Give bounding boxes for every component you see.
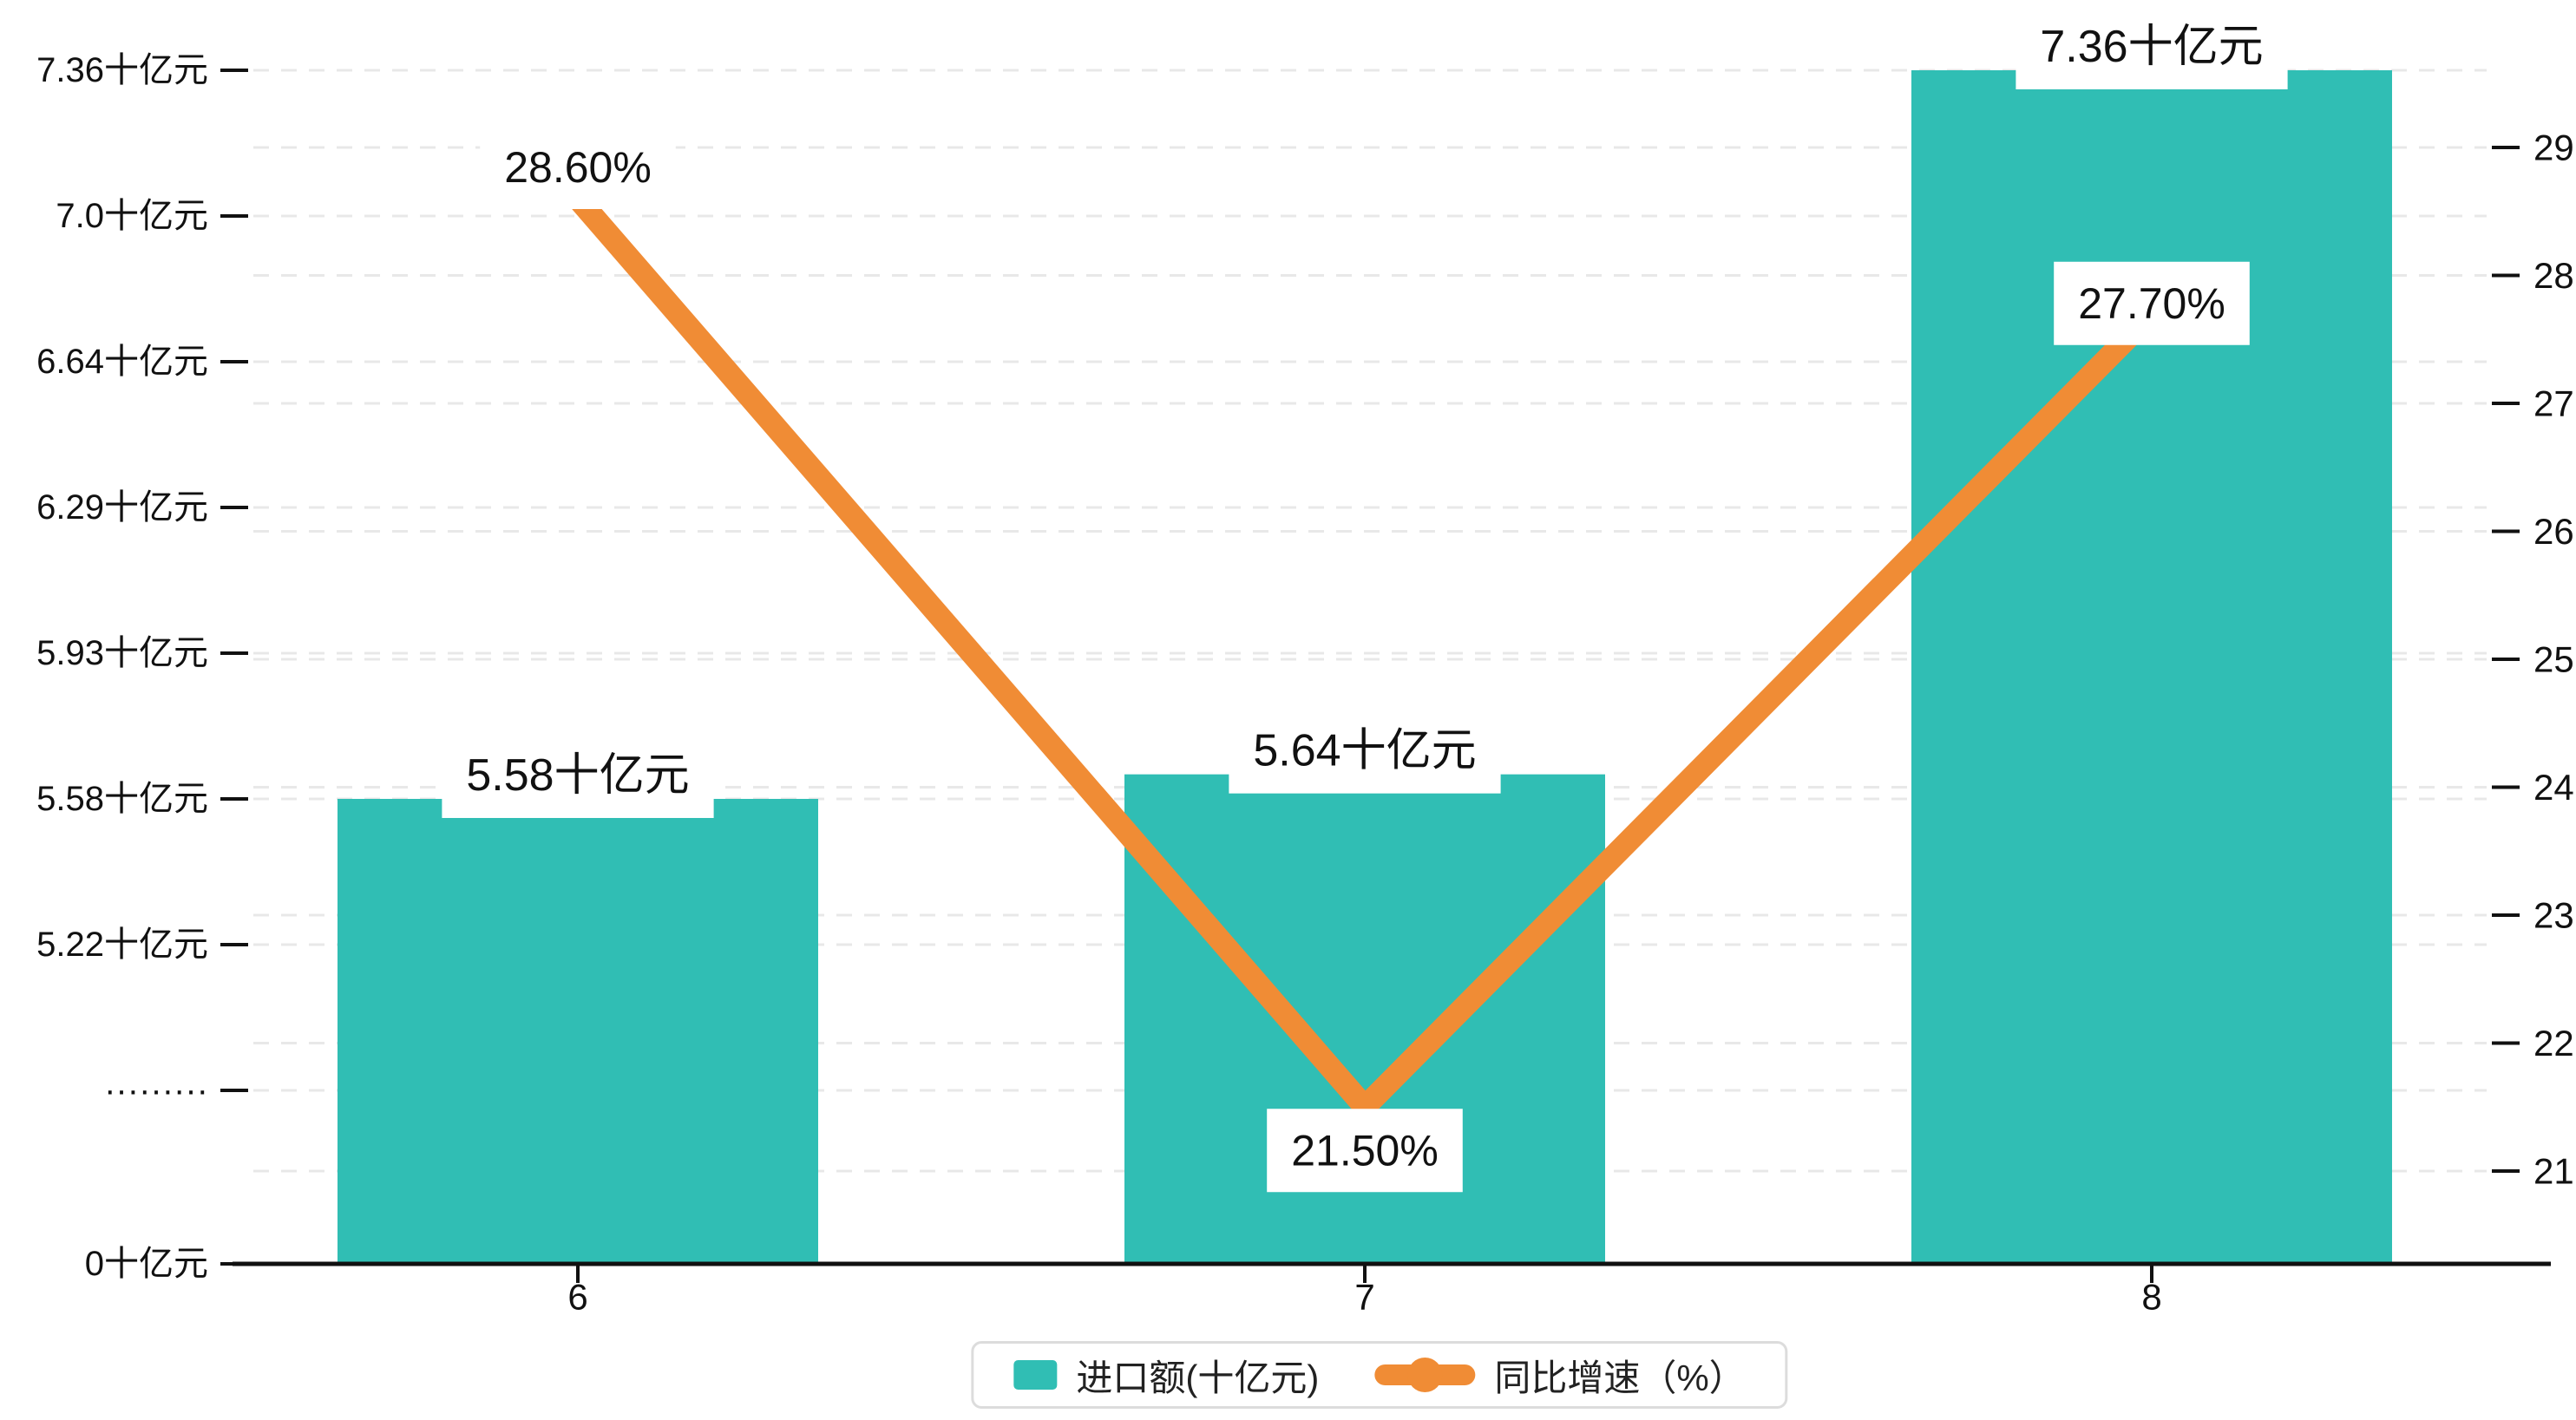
right-tick-label: 26: [2533, 511, 2574, 552]
line-value-label-7-bg: [1267, 1109, 1463, 1193]
line-series-swatch-icon: [1374, 1357, 1476, 1393]
line-value-label-6: 28.60%: [480, 126, 676, 209]
legend-item-import-value[interactable]: 进口额(十亿元): [1013, 1349, 1319, 1402]
right-tick-label: 25: [2533, 639, 2574, 680]
bar-value-label-7: 5.64十亿元: [1229, 708, 1501, 794]
legend-label-import-value: 进口额(十亿元): [1076, 1357, 1320, 1398]
right-tick-label: 28: [2533, 255, 2574, 296]
legend: 进口额(十亿元) 同比增速（%）: [971, 1341, 1788, 1409]
bar-series: [338, 70, 2392, 1264]
left-tick-label: 0十亿元: [85, 1245, 208, 1283]
left-axis: 7.36十亿元 7.0十亿元 6.64十亿元 6.29十亿元 5.93十亿元 5.58十亿…: [36, 51, 248, 1283]
bar-value-label-8: 7.36十亿元: [2016, 4, 2288, 89]
left-tick-label: 7.0十亿元: [56, 197, 208, 235]
right-tick-label: 22: [2533, 1023, 2574, 1063]
right-tick-label: 24: [2533, 767, 2574, 808]
x-tick-label-7: 7: [1354, 1277, 1374, 1318]
right-tick-label: 23: [2533, 895, 2574, 936]
legend-label-yoy-growth: 同比增速（%）: [1494, 1357, 1746, 1398]
left-tick-label: 5.58十亿元: [36, 780, 208, 818]
bar-series-swatch-icon: [1013, 1360, 1058, 1390]
svg-text:5.58十亿元: 5.58十亿元: [466, 750, 689, 801]
legend-item-yoy-growth[interactable]: 同比增速（%）: [1374, 1349, 1746, 1402]
svg-text:21.50%: 21.50%: [1291, 1126, 1439, 1175]
bar-value-label-7-bg: [1229, 708, 1501, 794]
svg-text:27.70%: 27.70%: [2078, 279, 2225, 328]
growth-line[interactable]: [569, 191, 2160, 1119]
bar-month-8[interactable]: [1911, 70, 2392, 1264]
svg-text:7.36十亿元: 7.36十亿元: [2040, 22, 2263, 72]
left-tick-label: 6.29十亿元: [36, 488, 208, 527]
svg-text:5.64十亿元: 5.64十亿元: [1253, 726, 1476, 776]
bar-month-6[interactable]: [338, 798, 818, 1264]
line-value-label-7: 21.50%: [1267, 1109, 1463, 1193]
bar-value-label-6: 5.58十亿元: [442, 732, 714, 818]
right-tick-label: 27: [2533, 383, 2574, 424]
left-tick-label: 7.36十亿元: [36, 51, 208, 89]
left-tick-label: 5.93十亿元: [36, 634, 208, 672]
right-axis: 29 28 27 26 25 24 23 22 21: [2492, 128, 2574, 1192]
left-tick-label: 5.22十亿元: [36, 926, 208, 964]
x-axis-labels: 6 7 8: [567, 1266, 2162, 1318]
right-tick-label: 21: [2533, 1151, 2574, 1192]
bar-value-label-6-bg: [442, 732, 714, 818]
line-value-label-8: 27.70%: [2054, 261, 2250, 345]
x-tick-label-8: 8: [2141, 1277, 2161, 1318]
line-value-label-8-bg: [2054, 261, 2250, 345]
line-value-label-6-bg: [480, 126, 676, 209]
right-tick-label: 29: [2533, 128, 2574, 168]
x-tick-label-6: 6: [567, 1277, 587, 1318]
left-tick-label: 6.64十亿元: [36, 343, 208, 381]
svg-text:28.60%: 28.60%: [504, 143, 652, 192]
bar-value-label-8-bg: [2016, 4, 2288, 89]
left-tick-label: ·········: [104, 1071, 208, 1109]
